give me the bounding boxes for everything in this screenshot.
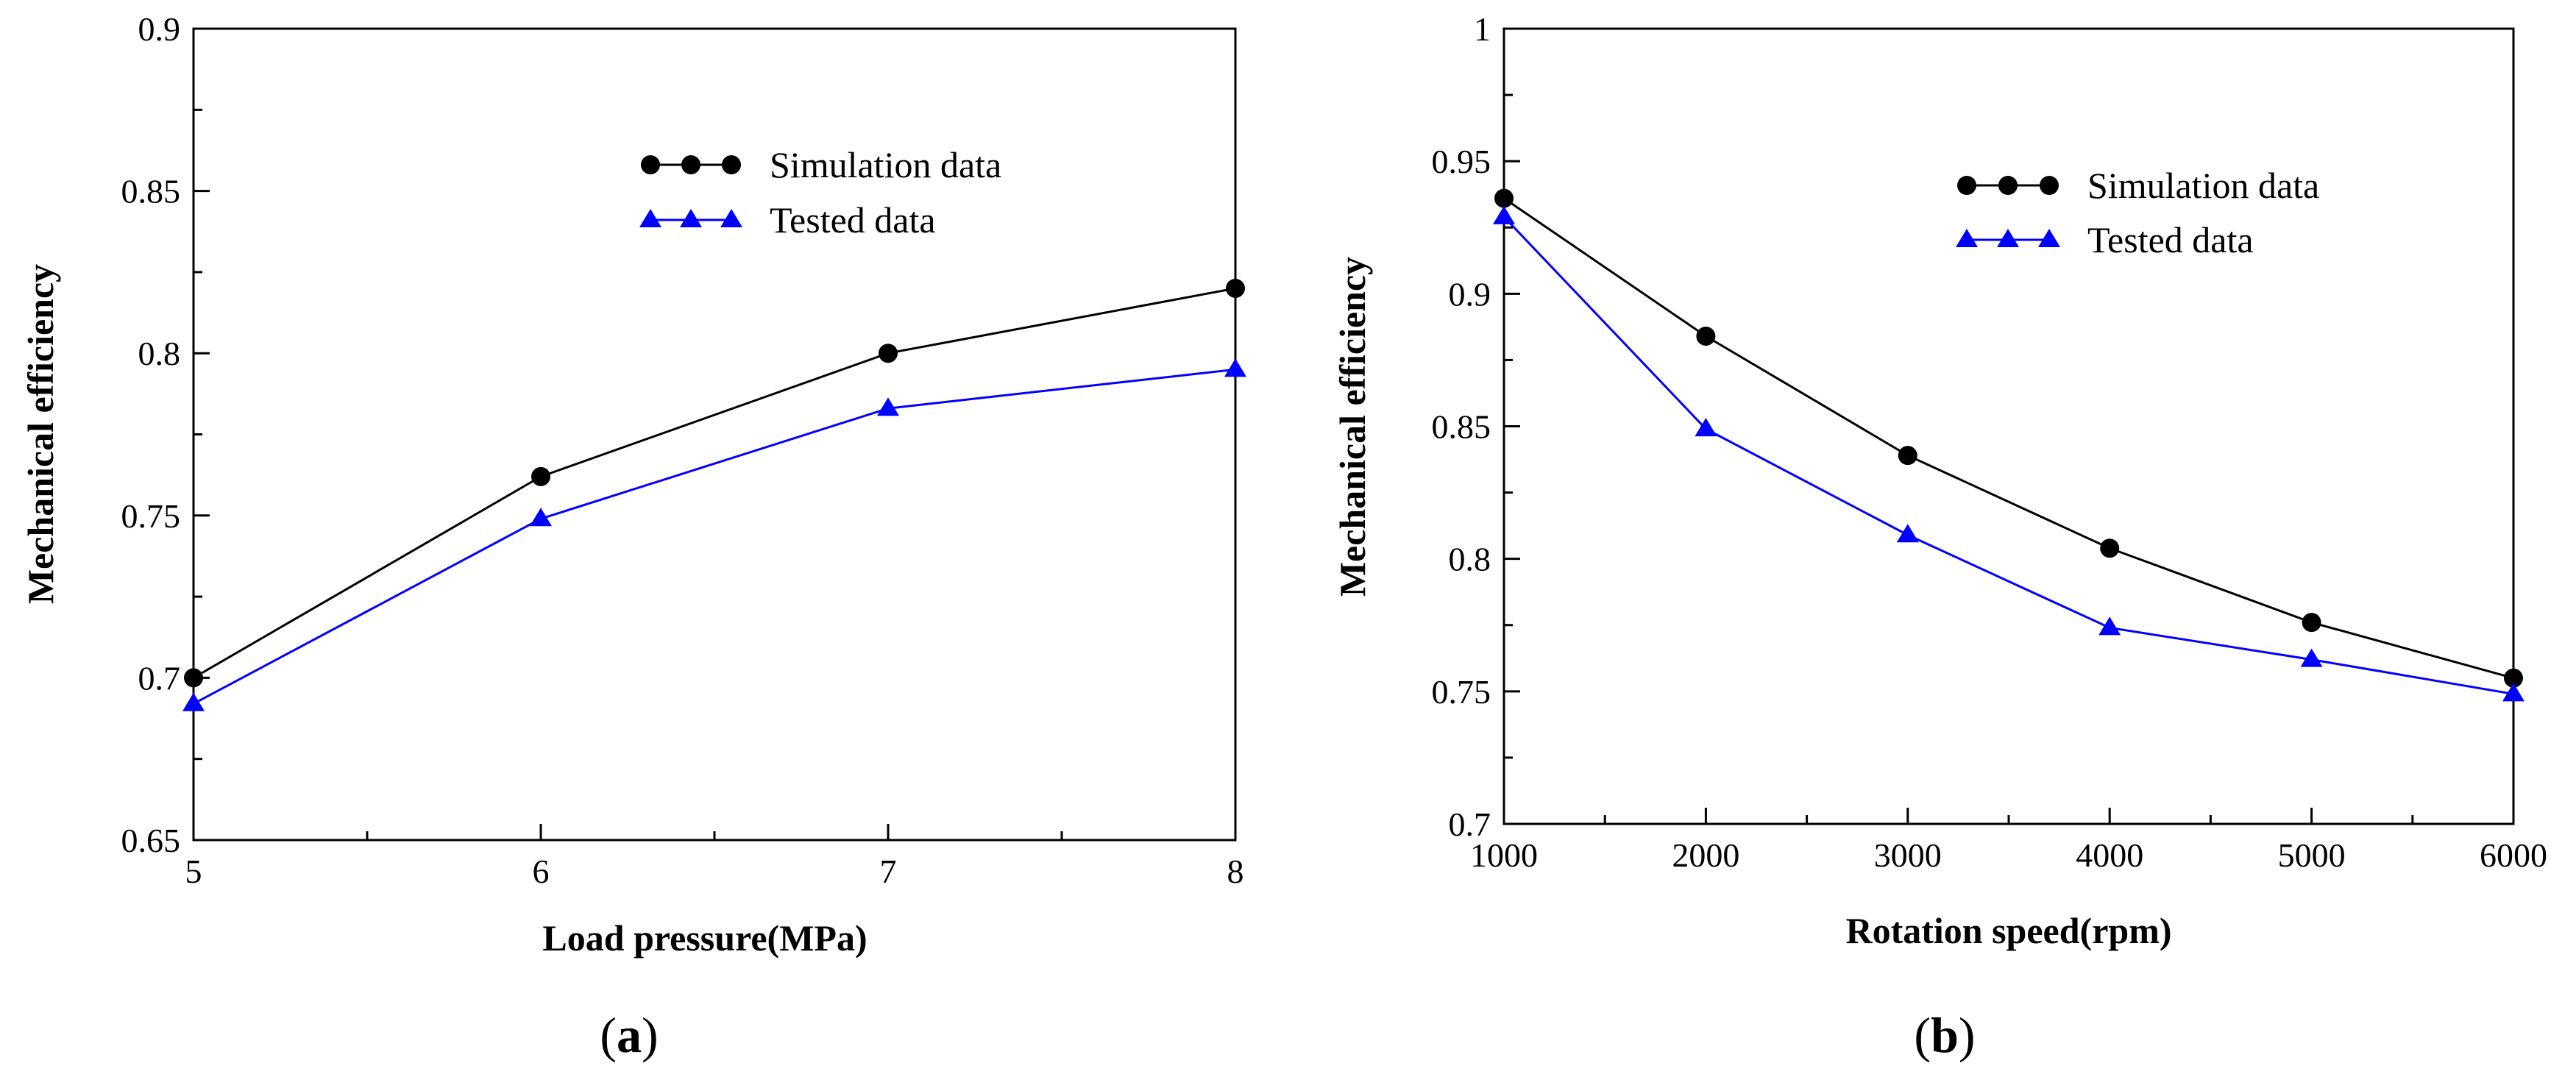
y-tick-label: 0.7 — [138, 659, 181, 697]
y-tick-label: 0.8 — [1449, 541, 1491, 578]
x-tick-label: 5 — [185, 853, 202, 890]
legend-item-tested: Tested data — [1956, 219, 2254, 260]
legend-marker-triangle — [680, 209, 702, 227]
x-tick-label: 6000 — [2480, 836, 2547, 874]
data-point-simulation-data — [1494, 188, 1514, 208]
legend-label-tested: Tested data — [2087, 219, 2254, 260]
series-line-simulation-data — [1503, 197, 2514, 680]
series-layer — [1493, 188, 2524, 702]
y-tick-label: 0.95 — [1432, 143, 1491, 180]
legend-label-simulation: Simulation data — [770, 144, 1001, 185]
tick-labels: 1000 2000 3000 4000 5000 6000 0.7 0.75 0.8 0.85 0.… — [1432, 10, 2548, 874]
panel-label-b: (b) — [1914, 1007, 1975, 1063]
chart-b: 1000 2000 3000 4000 5000 6000 0.7 0.75 0.8 0.85 0.… — [1332, 10, 2547, 1063]
data-point-tested-data — [2300, 648, 2323, 667]
legend-marker-circle — [2040, 176, 2059, 195]
legend-marker-circle — [1957, 176, 1976, 195]
legend-item-simulation: Simulation data — [1957, 165, 2319, 206]
data-point-simulation-data — [879, 344, 898, 363]
chart-a: 5 6 7 8 0.65 0.7 0.75 0.8 0.85 0.9 Simulation dat… — [20, 10, 1246, 1063]
data-point-tested-data — [1493, 205, 1515, 224]
y-tick-label: 0.85 — [121, 173, 181, 210]
data-point-tested-data — [530, 508, 552, 527]
data-point-tested-data — [2502, 683, 2524, 702]
panel-label-a: (a) — [600, 1007, 658, 1063]
ticks — [192, 27, 1237, 842]
x-axis-title: Load pressure(MPa) — [542, 917, 867, 959]
x-tick-label: 4000 — [2076, 836, 2143, 874]
data-point-tested-data — [182, 692, 205, 711]
legend: Simulation data Tested data — [639, 144, 1001, 241]
y-tick-label: 0.65 — [121, 822, 181, 859]
x-tick-label: 3000 — [1874, 836, 1942, 874]
y-tick-label: 0.7 — [1449, 806, 1491, 843]
data-point-simulation-data — [2504, 668, 2523, 688]
data-point-simulation-data — [1898, 446, 1917, 466]
legend-marker-circle — [641, 155, 660, 174]
data-point-simulation-data — [2100, 538, 2120, 558]
x-tick-label: 8 — [1227, 853, 1244, 890]
data-point-simulation-data — [531, 466, 550, 486]
y-tick-label: 0.85 — [1432, 408, 1491, 446]
plot-frame — [192, 27, 1237, 842]
data-point-tested-data — [1896, 524, 1919, 543]
data-point-tested-data — [1695, 418, 1717, 437]
y-tick-label: 0.75 — [1432, 673, 1491, 711]
data-point-simulation-data — [1696, 326, 1716, 346]
x-tick-label: 2000 — [1672, 836, 1739, 874]
x-tick-label: 7 — [880, 853, 897, 890]
legend-marker-circle — [681, 155, 700, 174]
legend-marker-circle — [1998, 176, 2018, 195]
series-layer — [182, 278, 1246, 711]
legend-label-tested: Tested data — [770, 199, 936, 241]
y-tick-label: 1 — [1474, 10, 1491, 48]
series-line-simulation-data — [193, 287, 1236, 679]
data-point-simulation-data — [2302, 613, 2321, 633]
legend-item-simulation: Simulation data — [641, 144, 1001, 185]
y-tick-label: 0.9 — [138, 10, 181, 48]
legend-marker-triangle — [1997, 229, 2019, 247]
data-point-tested-data — [2098, 616, 2121, 636]
data-point-tested-data — [1224, 358, 1246, 377]
plot-frame — [1502, 27, 2515, 825]
legend: Simulation data Tested data — [1956, 165, 2319, 260]
data-point-simulation-data — [1226, 278, 1245, 298]
legend-marker-triangle — [2038, 229, 2060, 247]
legend-label-simulation: Simulation data — [2087, 165, 2319, 206]
data-point-simulation-data — [184, 668, 203, 688]
x-tick-label: 6 — [533, 853, 550, 890]
ticks — [1502, 27, 2515, 825]
x-tick-label: 1000 — [1470, 836, 1538, 874]
y-tick-label: 0.8 — [138, 335, 181, 372]
y-axis-title: Mechanical efficiency — [20, 264, 61, 604]
y-tick-label: 0.9 — [1449, 275, 1491, 313]
tick-labels: 5 6 7 8 0.65 0.7 0.75 0.8 0.85 0.9 — [121, 10, 1244, 890]
legend-item-tested: Tested data — [639, 199, 936, 241]
legend-marker-triangle — [1956, 229, 1978, 247]
y-tick-label: 0.75 — [121, 497, 181, 535]
y-axis-title: Mechanical efficiency — [1332, 257, 1373, 597]
legend-marker-triangle — [639, 209, 661, 227]
x-axis-title: Rotation speed(rpm) — [1845, 910, 2171, 951]
x-tick-label: 5000 — [2278, 836, 2346, 874]
legend-marker-circle — [722, 155, 741, 174]
series-line-tested-data — [193, 368, 1236, 705]
legend-marker-triangle — [720, 209, 742, 227]
data-point-tested-data — [877, 397, 899, 416]
series-line-tested-data — [1502, 216, 2514, 695]
